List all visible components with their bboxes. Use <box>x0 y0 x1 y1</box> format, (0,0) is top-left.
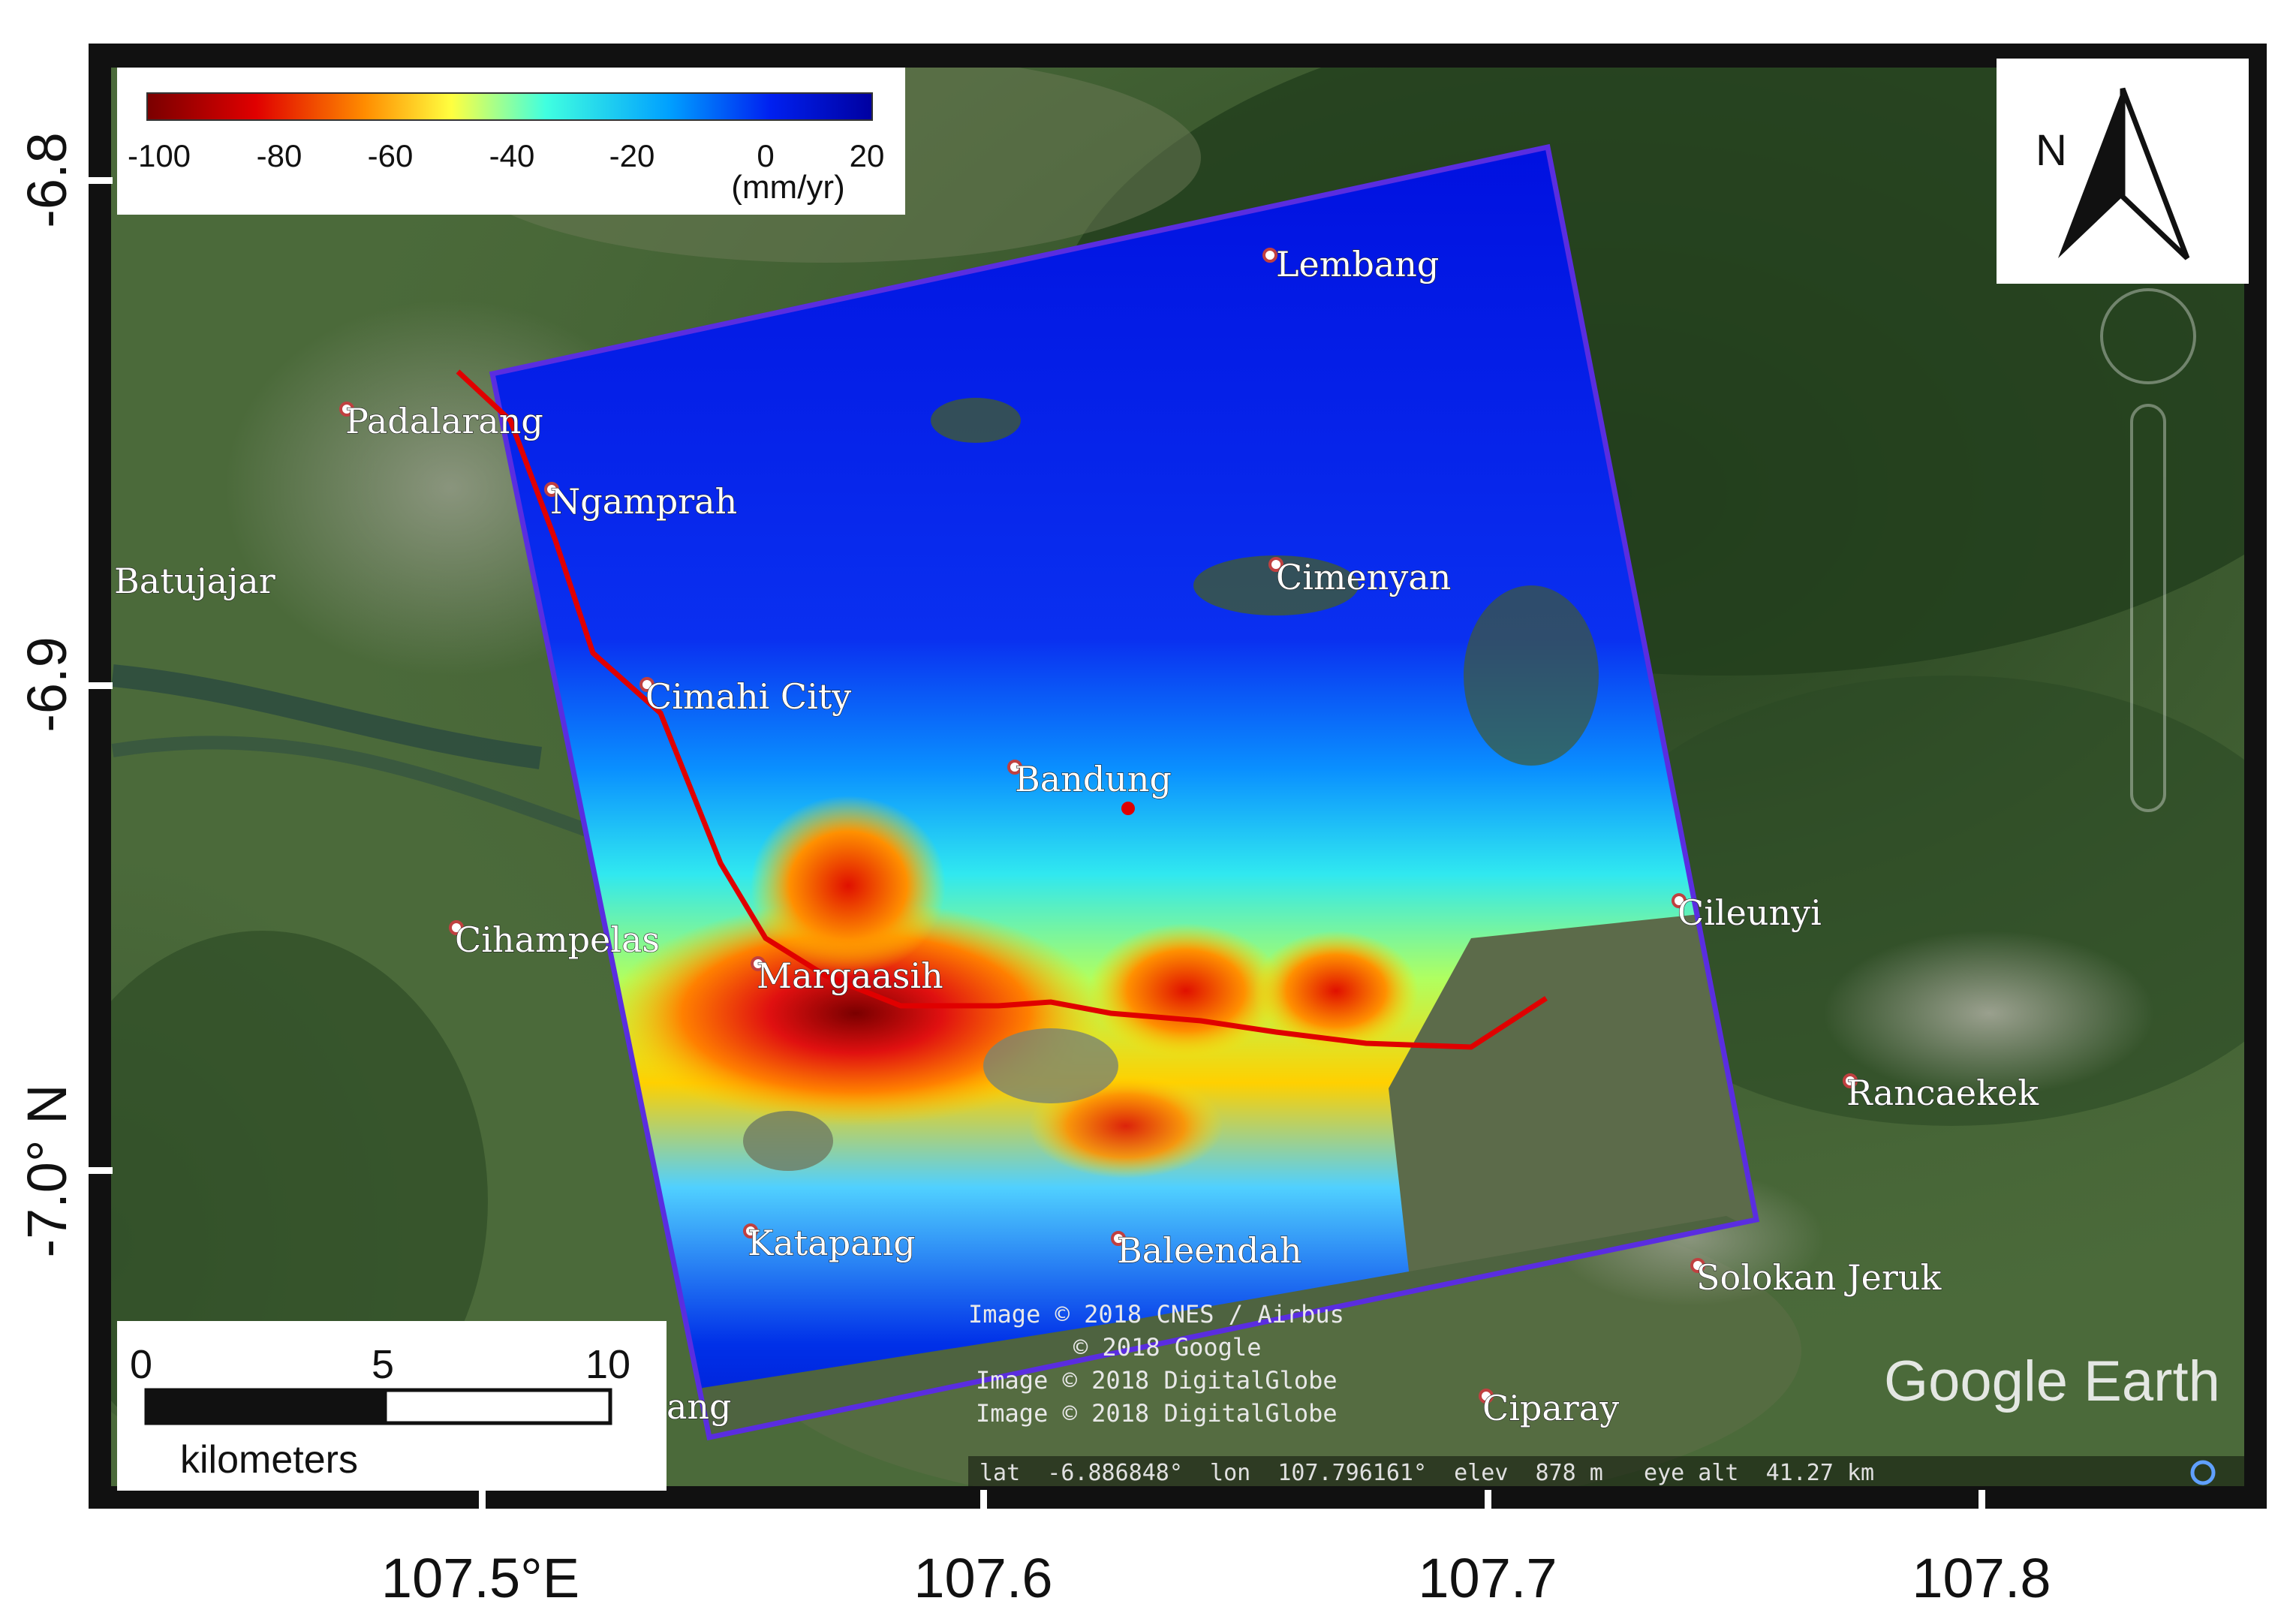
town-ngamprah: Ngamprah <box>544 480 738 522</box>
town-bandung: Bandung <box>1007 758 1172 800</box>
bandung-center-marker <box>1121 802 1135 815</box>
y-tick-label: -6.9 <box>16 636 78 733</box>
globe-icon <box>2190 1460 2216 1485</box>
town-baleendah: Baleendah <box>1111 1229 1302 1271</box>
fault-line <box>456 369 1548 1050</box>
town-lembang: Lembang <box>1262 243 1440 285</box>
colorbar-tick: 20 <box>850 138 885 173</box>
scale-bar: 0 5 10 kilometers <box>117 1321 667 1491</box>
google-earth-logo: Google Earth <box>1884 1350 2220 1413</box>
sar-footprint-outline <box>489 143 1760 1441</box>
colorbar-legend: -100 -80 -60 -40 -20 0 20 (mm/yr) <box>117 68 905 215</box>
colorbar-tick: 0 <box>757 138 774 173</box>
town-label: Baleendah <box>1117 1230 1302 1271</box>
x-axis: 107.5°E 107.6 107.7 107.8 <box>381 1547 2051 1609</box>
colorbar-tick: -80 <box>257 138 302 173</box>
status-bar-bg <box>968 1456 2244 1486</box>
town-label: Lembang <box>1276 244 1439 284</box>
town-label: Rancaekek <box>1846 1073 2039 1113</box>
town-rancaekek: Rancaekek <box>1843 1072 2040 1114</box>
town-ciparay: Ciparay <box>1479 1387 1620 1429</box>
colorbar-tick: -100 <box>128 138 191 173</box>
navigation-controls <box>2100 288 2196 812</box>
coordinate-readout: lat -6.886848° lon 107.796161° elev 878 … <box>979 1460 1874 1486</box>
north-label: N <box>2036 126 2067 175</box>
town-label: Cileunyi <box>1678 892 1822 933</box>
credit-line: Image © 2018 DigitalGlobe <box>976 1399 1338 1428</box>
town-cimahi: Cimahi City <box>639 676 852 718</box>
credit-line: Image © 2018 CNES / Airbus <box>968 1300 1344 1329</box>
town-katapang: Katapang <box>743 1222 916 1264</box>
x-tick-label: 107.8 <box>1912 1547 2051 1609</box>
y-tick-label: -7.0° N <box>16 1084 78 1257</box>
north-arrow: N <box>1997 59 2249 284</box>
town-label: Katapang <box>748 1223 916 1263</box>
colorbar-tick: -60 <box>368 138 414 173</box>
town-label: Solokan Jeruk <box>1696 1257 1942 1298</box>
town-label: Bandung <box>1015 759 1172 799</box>
scale-tick: 0 <box>130 1342 152 1387</box>
imagery-credits: Image © 2018 CNES / Airbus © 2018 Google… <box>968 1300 1344 1428</box>
compass-ring-icon <box>2100 288 2196 384</box>
x-tick-label: 107.6 <box>913 1547 1052 1609</box>
y-tick-label: -6.8 <box>16 132 78 228</box>
legend-panel <box>117 68 905 215</box>
colorbar <box>146 92 873 121</box>
zoom-slider-icon <box>2130 404 2166 812</box>
colorbar-unit: (mm/yr) <box>731 169 845 206</box>
axis-ticks <box>83 177 1985 1518</box>
town-label: Cihampelas <box>455 919 660 960</box>
town-label: Ngamprah <box>550 481 737 522</box>
x-tick-label: 107.5°E <box>381 1547 579 1609</box>
scale-unit: kilometers <box>180 1438 358 1482</box>
town-label: Batujajar <box>114 561 275 601</box>
y-axis: -6.8 -6.9 -7.0° N <box>16 132 78 1257</box>
credit-line: © 2018 Google <box>1073 1333 1261 1362</box>
town-labels: Lembang Padalarang Ngamprah Batujajar Ci… <box>113 243 2040 1429</box>
town-label: Cimenyan <box>1276 557 1451 597</box>
town-batujajar: Batujajar <box>113 560 275 601</box>
town-label: Cimahi City <box>645 676 851 717</box>
x-tick-label: 107.7 <box>1418 1547 1557 1609</box>
scale-bar-filled <box>146 1390 385 1423</box>
town-cihampelas: Cihampelas <box>449 919 661 961</box>
credit-line: Image © 2018 DigitalGlobe <box>976 1366 1338 1395</box>
scale-bar-empty <box>383 1388 612 1425</box>
town-label: ang <box>667 1386 732 1427</box>
colorbar-tick: -40 <box>489 138 535 173</box>
town-label: Ciparay <box>1482 1388 1619 1428</box>
town-solokan-jeruk: Solokan Jeruk <box>1690 1256 1942 1299</box>
colorbar-tick: -20 <box>609 138 655 173</box>
town-partial-ang: ang <box>666 1386 732 1427</box>
town-label: Padalarang <box>345 401 543 441</box>
scale-tick: 5 <box>372 1342 394 1387</box>
deformation-overlay <box>492 147 1756 1437</box>
north-arrow-icon <box>2058 89 2123 258</box>
town-label: Margaasih <box>757 955 943 996</box>
town-cileunyi: Cileunyi <box>1672 892 1822 934</box>
town-padalarang: Padalarang <box>339 400 543 442</box>
town-cimenyan: Cimenyan <box>1268 556 1452 598</box>
scale-tick: 10 <box>585 1342 630 1387</box>
town-margaasih: Margaasih <box>751 955 943 997</box>
